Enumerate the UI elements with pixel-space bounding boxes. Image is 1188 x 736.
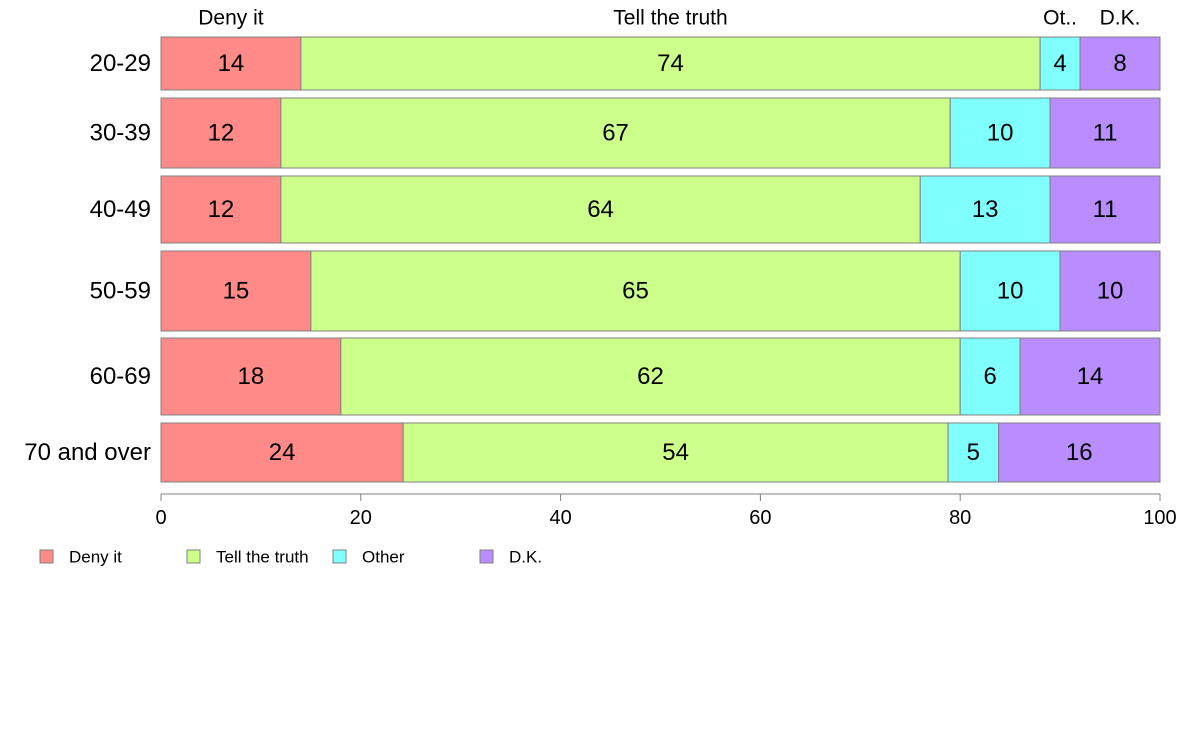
legend-swatch-d-k xyxy=(479,549,494,564)
data-label-tell-the-truth-20-29: 74 xyxy=(657,50,684,77)
bar-segment-d-k-40-49 xyxy=(1049,175,1161,244)
x-axis: 0 20 40 60 80 100 xyxy=(155,493,1177,529)
x-tick-label-20: 20 xyxy=(350,507,372,529)
data-label-d-k-20-29: 8 xyxy=(1113,50,1126,77)
bar-segment-deny-it-40-49 xyxy=(160,175,282,244)
category-label-50-59: 50-59 xyxy=(90,278,151,305)
legend-swatch-other xyxy=(332,549,347,564)
data-label-other-40-49: 13 xyxy=(972,196,999,223)
data-label-tell-the-truth-50-59: 65 xyxy=(622,278,649,305)
bar-segment-d-k-20-29 xyxy=(1079,36,1161,91)
data-label-d-k-30-39: 11 xyxy=(1093,120,1118,147)
legend-label-other: Other xyxy=(362,548,405,567)
top-label-tell-the-truth: Tell the truth xyxy=(613,7,727,30)
data-label-deny-it-40-49: 12 xyxy=(208,196,235,223)
data-label-tell-the-truth-60-69: 62 xyxy=(637,363,664,390)
data-label-deny-it-70-and-over: 24 xyxy=(269,439,296,466)
bar-segment-d-k-60-69 xyxy=(1019,337,1161,416)
x-tick-label-100: 100 xyxy=(1143,507,1176,529)
category-label-60-69: 60-69 xyxy=(90,363,151,390)
data-label-other-60-69: 6 xyxy=(983,363,996,390)
data-label-other-30-39: 10 xyxy=(987,120,1014,147)
bar-segment-d-k-70-and-over xyxy=(998,422,1161,483)
top-label-d-k: D.K. xyxy=(1100,7,1141,30)
bar-segment-deny-it-30-39 xyxy=(160,97,282,169)
bar-segment-other-30-39 xyxy=(949,97,1051,169)
bar-segment-tell-the-truth-40-49 xyxy=(280,175,921,244)
data-label-d-k-70-and-over: 16 xyxy=(1066,439,1093,466)
data-label-tell-the-truth-40-49: 64 xyxy=(587,196,614,223)
category-label-20-29: 20-29 xyxy=(90,50,151,77)
top-label-deny-it: Deny it xyxy=(198,7,264,30)
bar-segment-deny-it-50-59 xyxy=(160,250,312,332)
bar-segment-deny-it-20-29 xyxy=(160,36,302,91)
bar-segment-tell-the-truth-30-39 xyxy=(280,97,951,169)
bar-segment-d-k-50-59 xyxy=(1059,250,1161,332)
data-label-other-20-29: 4 xyxy=(1053,50,1066,77)
legend-label-deny-it: Deny it xyxy=(69,548,122,567)
data-label-d-k-40-49: 11 xyxy=(1093,196,1118,223)
bar-segment-deny-it-70-and-over xyxy=(160,422,404,483)
legend: Deny it Tell the truth Other D.K. xyxy=(39,548,542,567)
bars: 14 74 4 8 12 67 10 11 12 64 13 11 15 65 10 10 18 62 6 14 24 5… xyxy=(160,36,1161,483)
data-label-tell-the-truth-70-and-over: 54 xyxy=(662,439,689,466)
bar-segment-d-k-30-39 xyxy=(1049,97,1161,169)
bar-segment-other-20-29 xyxy=(1039,36,1081,91)
data-label-d-k-50-59: 10 xyxy=(1097,278,1124,305)
bar-segment-tell-the-truth-60-69 xyxy=(340,337,961,416)
x-tick-label-60: 60 xyxy=(749,507,771,529)
category-label-70-and-over: 70 and over xyxy=(24,439,151,466)
bar-segment-other-60-69 xyxy=(959,337,1021,416)
x-tick-label-40: 40 xyxy=(549,507,571,529)
top-segment-labels: Deny it Tell the truth Ot.. D.K. xyxy=(198,7,1140,30)
data-label-deny-it-30-39: 12 xyxy=(208,120,235,147)
data-label-deny-it-50-59: 15 xyxy=(223,278,250,305)
category-label-30-39: 30-39 xyxy=(90,120,151,147)
legend-label-d-k: D.K. xyxy=(509,548,542,567)
bar-segment-tell-the-truth-20-29 xyxy=(300,36,1041,91)
legend-swatch-tell-the-truth xyxy=(186,549,201,564)
x-tick-label-80: 80 xyxy=(949,507,971,529)
category-label-40-49: 40-49 xyxy=(90,196,151,223)
data-label-d-k-60-69: 14 xyxy=(1077,363,1104,390)
bar-segment-tell-the-truth-70-and-over xyxy=(402,422,949,483)
data-label-other-70-and-over: 5 xyxy=(967,439,980,466)
x-tick-label-0: 0 xyxy=(155,507,166,529)
data-label-other-50-59: 10 xyxy=(997,278,1024,305)
data-label-tell-the-truth-30-39: 67 xyxy=(602,120,629,147)
bar-segment-tell-the-truth-50-59 xyxy=(310,250,961,332)
legend-label-tell-the-truth: Tell the truth xyxy=(216,548,309,567)
top-label-other: Ot.. xyxy=(1043,7,1077,30)
legend-swatch-deny-it xyxy=(39,549,54,564)
category-labels: 20-29 30-39 40-49 50-59 60-69 70 and over xyxy=(24,50,151,466)
bar-segment-deny-it-60-69 xyxy=(160,337,342,416)
bar-segment-other-50-59 xyxy=(959,250,1061,332)
bar-segment-other-70-and-over xyxy=(947,422,1000,483)
data-label-deny-it-20-29: 14 xyxy=(218,50,245,77)
data-label-deny-it-60-69: 18 xyxy=(238,363,265,390)
